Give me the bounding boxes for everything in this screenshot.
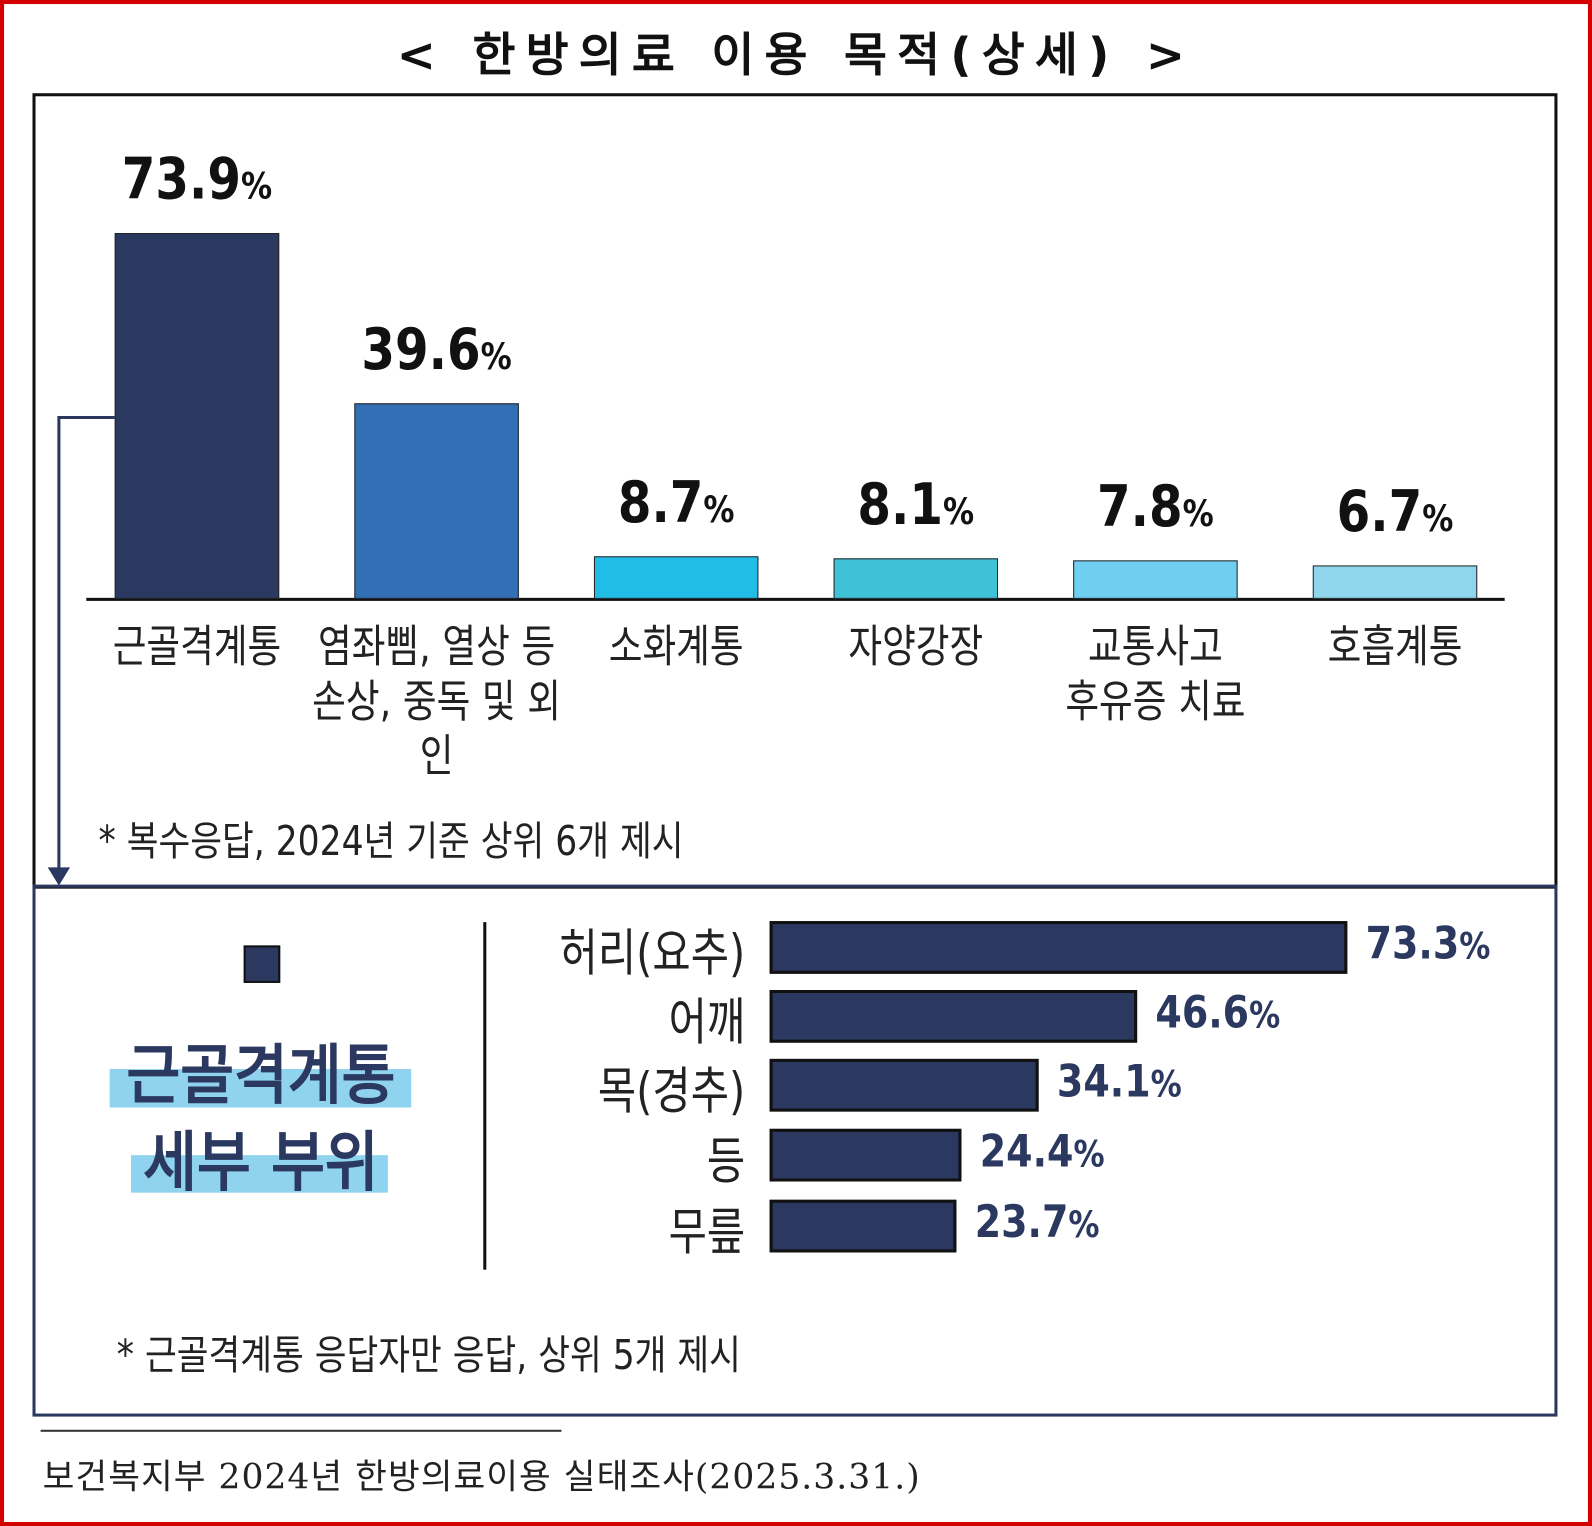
connector-arrow xyxy=(47,415,115,886)
bar-value-label: 39.6% xyxy=(361,316,512,383)
bar xyxy=(769,989,1137,1043)
bar xyxy=(593,555,759,599)
category-label: 등 xyxy=(706,1131,746,1191)
unit-label: % xyxy=(1150,1063,1182,1106)
bar xyxy=(354,402,519,599)
chart-title: < 한방의료 이용 목적(상세) > xyxy=(396,27,1196,83)
title-highlight-1 xyxy=(109,1069,412,1108)
bar-value-label: 34.1% xyxy=(1056,1055,1182,1108)
bar-value-label: 23.7% xyxy=(974,1196,1100,1249)
unit-label: % xyxy=(1182,493,1214,535)
bar-value-label: 24.4% xyxy=(980,1125,1106,1178)
bar-value-label: 73.3% xyxy=(1365,918,1491,970)
category-label: 근골격계통 xyxy=(112,621,282,673)
unit-label: % xyxy=(1073,1133,1106,1176)
detail-title-line-2: 세부 부위 xyxy=(143,1125,379,1201)
bar xyxy=(1073,560,1238,599)
category-label: 손상, 중독 및 외인 xyxy=(312,675,561,783)
title-highlight-2 xyxy=(130,1155,388,1193)
connector-line xyxy=(57,415,115,870)
unit-label: % xyxy=(480,335,512,378)
bar xyxy=(1312,565,1478,599)
bar xyxy=(769,1199,957,1253)
divider xyxy=(483,922,487,1270)
unit-label: % xyxy=(703,488,735,531)
bar xyxy=(769,1058,1039,1112)
bar xyxy=(769,921,1348,974)
bar-value-label: 6.7% xyxy=(1336,479,1454,546)
detail-title-line-1: 근골격계통 xyxy=(126,1038,396,1114)
bar-value-label: 73.9% xyxy=(121,146,273,213)
unit-label: % xyxy=(241,166,273,208)
source-text: 보건복지부 2024년 한방의료이용 실태조사(2025.3.31.) xyxy=(42,1457,921,1498)
category-label: 자양강장 xyxy=(848,621,984,673)
bar-value-label: 7.8% xyxy=(1097,474,1214,540)
bar xyxy=(114,233,280,599)
category-label: 호흡계통 xyxy=(1327,621,1463,673)
bar-value-label: 8.7% xyxy=(617,469,735,536)
category-label: 목(경추) xyxy=(597,1061,746,1121)
x-axis-baseline xyxy=(86,597,1505,601)
unit-label: % xyxy=(1068,1204,1100,1247)
chart-note-1: * 복수응답, 2024년 기준 상위 6개 제시 xyxy=(98,818,684,866)
bar-value-label: 46.6% xyxy=(1155,986,1280,1039)
category-label: 허리(요추) xyxy=(559,924,746,983)
bar xyxy=(833,558,999,599)
source-rule xyxy=(40,1429,562,1432)
category-label: 소화계통 xyxy=(608,621,744,673)
category-label: 교통사고 xyxy=(1088,621,1223,673)
body-part-panel xyxy=(32,884,1558,1417)
unit-label: % xyxy=(1459,926,1491,968)
bar xyxy=(769,1128,962,1182)
unit-label: % xyxy=(943,491,975,534)
category-label: 어깨 xyxy=(668,993,746,1052)
bar-value-label: 8.1% xyxy=(857,472,975,539)
bullet-square-icon xyxy=(243,945,281,983)
arrowhead-icon xyxy=(47,867,71,886)
category-label: 후유증 치료 xyxy=(1065,675,1246,728)
unit-label: % xyxy=(1422,498,1454,541)
chart-note-2: * 근골격계통 응답자만 응답, 상위 5개 제시 xyxy=(116,1332,741,1380)
category-label: 무릎 xyxy=(668,1202,746,1262)
unit-label: % xyxy=(1248,995,1280,1037)
category-label: 염좌삠, 열상 등 xyxy=(318,621,556,673)
